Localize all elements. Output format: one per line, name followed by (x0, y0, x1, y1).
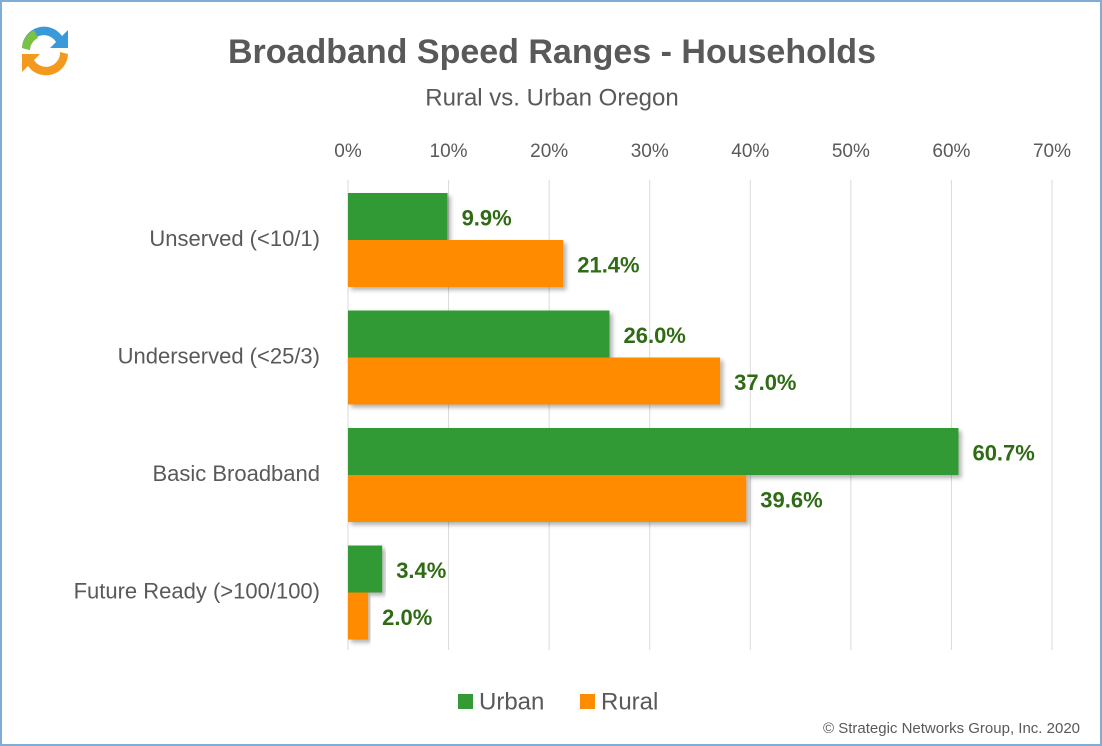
bar (348, 310, 610, 358)
x-tick-label: 70% (1033, 141, 1071, 162)
data-label: 39.6% (760, 487, 822, 512)
x-tick-label: 40% (731, 141, 769, 162)
x-tick-label: 50% (832, 141, 870, 162)
y-tick-label: Underserved (<25/3) (118, 343, 320, 368)
bar (348, 240, 564, 287)
data-label: 9.9% (462, 205, 512, 230)
y-tick-label: Unserved (<10/1) (149, 226, 320, 251)
data-label: 26.0% (623, 323, 685, 348)
legend-swatch (458, 694, 473, 709)
bar (348, 545, 383, 593)
y-tick-label: Future Ready (>100/100) (74, 578, 320, 603)
y-tick-label: Basic Broadband (152, 461, 320, 486)
x-tick-label: 20% (530, 141, 568, 162)
bar (348, 592, 369, 640)
data-label: 37.0% (734, 370, 796, 395)
data-label: 21.4% (577, 252, 639, 277)
data-label: 60.7% (972, 440, 1034, 465)
legend-label: Urban (479, 688, 544, 715)
bar (348, 475, 747, 522)
chart-title: Broadband Speed Ranges - Households (228, 33, 876, 71)
x-tick-label: 60% (932, 141, 970, 162)
data-label: 2.0% (382, 605, 432, 630)
x-tick-label: 0% (334, 141, 362, 162)
bar (348, 428, 959, 475)
bar (348, 357, 721, 405)
data-label: 3.4% (396, 558, 446, 583)
x-tick-label: 10% (430, 141, 468, 162)
copyright: © Strategic Networks Group, Inc. 2020 (823, 720, 1080, 737)
bar (348, 193, 448, 240)
legend-label: Rural (601, 688, 658, 715)
x-tick-label: 30% (631, 141, 669, 162)
chart-subtitle: Rural vs. Urban Oregon (425, 84, 678, 111)
legend-swatch (580, 694, 595, 709)
logo (22, 26, 68, 76)
